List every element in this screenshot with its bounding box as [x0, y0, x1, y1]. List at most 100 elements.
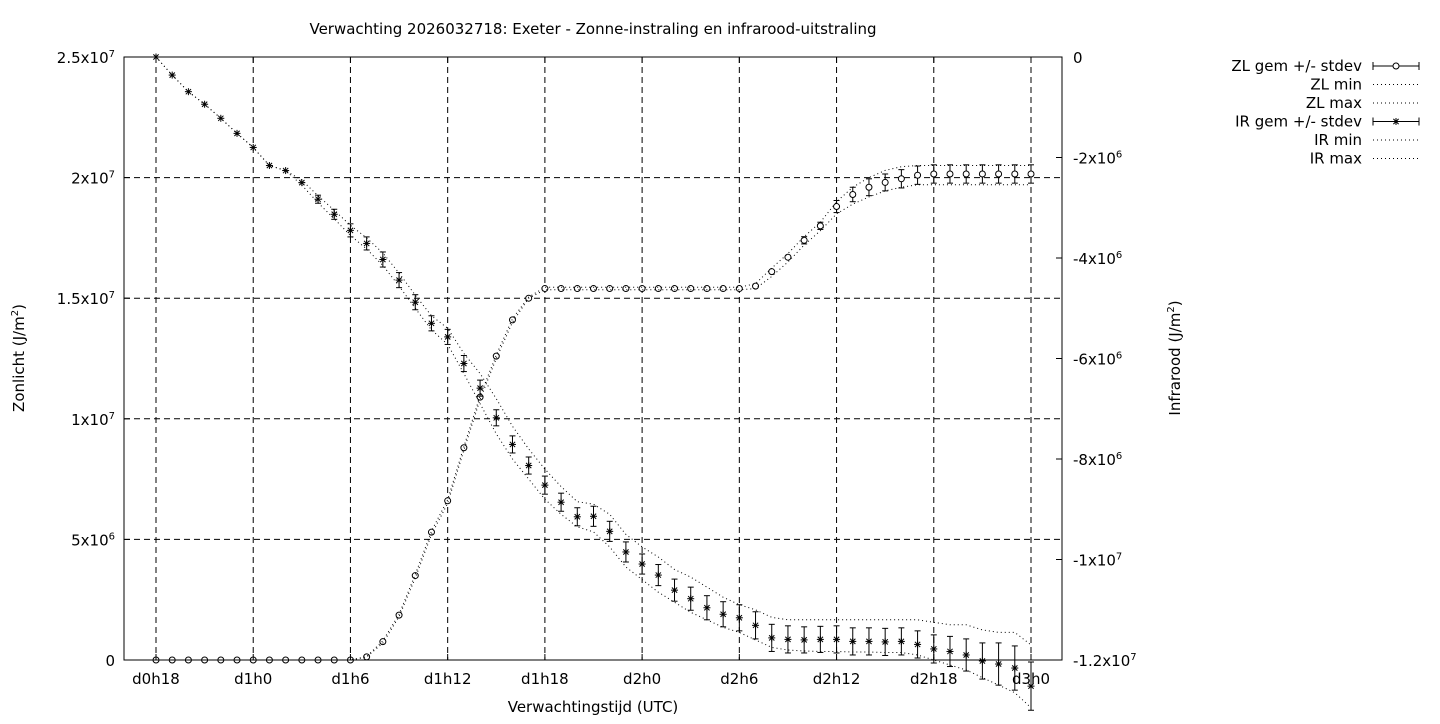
series-3-point — [930, 645, 938, 653]
series-0-point — [849, 190, 857, 198]
series-0-point — [687, 285, 695, 293]
series-0-point — [768, 268, 776, 276]
tick-layer: d0h18 d1h0 d1h6 d1h12 d1h18 d2h0 d2h6 d2h12 d2h1… — [57, 49, 1137, 688]
series-3-point — [557, 498, 565, 506]
series-3-point-d2 — [622, 548, 629, 555]
series-0-point — [460, 444, 468, 452]
series-3-point — [946, 647, 954, 655]
series-3-point — [525, 462, 533, 470]
legend-label: ZL gem +/- stdev — [1231, 57, 1362, 75]
chart-title: Verwachting 2026032718: Exeter - Zonne-i… — [309, 20, 876, 38]
y2-tick-label-base: 0 — [1073, 49, 1083, 67]
series-4-line — [155, 56, 1032, 709]
legend-marker — [1392, 62, 1400, 70]
y-tick-label-base: 2.5x10 — [57, 49, 109, 67]
series-3-point-d2 — [590, 513, 597, 520]
y2-axis-label-close: ) — [1166, 300, 1184, 306]
y-tick-label: 1x107 — [71, 411, 115, 429]
series-0-point — [557, 285, 565, 293]
y2-axis-label: Infrarood (J/m2) — [1166, 300, 1184, 415]
series-3-point-d2 — [574, 513, 581, 520]
series-3-point — [330, 210, 338, 218]
series-0-point — [703, 285, 711, 293]
y2-tick-label-base: -1.2x10 — [1073, 652, 1130, 670]
y2-tick-label-base: -6x10 — [1073, 351, 1116, 369]
x-tick-label: d3h0 — [1012, 670, 1050, 688]
series-3-point-d2 — [477, 385, 484, 392]
series-3-point — [897, 637, 905, 645]
y-axis-label-close: ) — [10, 304, 28, 310]
y2-tick-label-base: -2x10 — [1073, 150, 1116, 168]
series-3-point-d2 — [412, 299, 419, 306]
series-3-point-d2 — [298, 179, 305, 186]
x-tick-label: d1h0 — [234, 670, 272, 688]
y-tick-label-exp: 7 — [109, 290, 115, 301]
series-3-point-d2 — [347, 227, 354, 234]
y2-tick-label-exp: 6 — [1116, 150, 1122, 161]
series-3-point — [962, 651, 970, 659]
series-3-point-d2 — [963, 651, 970, 658]
y2-tick-label-exp: 7 — [1130, 652, 1136, 663]
series-3-point — [427, 319, 435, 327]
series-0-point — [719, 285, 727, 293]
series-3-point-d2 — [930, 645, 937, 652]
series-0-point — [978, 170, 986, 178]
series-3-point-d2 — [234, 130, 240, 137]
series-3-point — [460, 360, 468, 368]
legend-label: ZL max — [1306, 94, 1362, 112]
y2-axis-label-sup: 2 — [1166, 306, 1177, 312]
y2-tick-label-exp: 7 — [1116, 552, 1122, 563]
series-3-point-d2 — [817, 636, 824, 643]
y2-tick-label: -4x106 — [1073, 250, 1122, 268]
series-3-point-d2 — [217, 115, 224, 122]
series-3-point-d2 — [914, 641, 921, 648]
series-0-point — [1027, 170, 1035, 178]
y-tick-label-base: 0 — [105, 652, 115, 670]
y2-tick-label-exp: 6 — [1116, 451, 1122, 462]
series-3-point — [201, 100, 209, 108]
series-3-point-d2 — [849, 638, 856, 645]
series-0-point — [752, 282, 760, 290]
plot-frame — [123, 56, 1063, 661]
legend-marker-d2 — [1393, 118, 1399, 125]
series-3-point-d2 — [379, 256, 386, 263]
series-3-point-d2 — [639, 561, 646, 568]
series-3-point — [249, 143, 257, 151]
series-3-point — [800, 636, 808, 644]
series-3-point-d2 — [250, 144, 257, 151]
series-3-point-d2 — [995, 661, 1002, 667]
series-3-point-d2 — [979, 658, 986, 664]
series-3-point-d2 — [671, 587, 678, 594]
series-3-point-d2 — [525, 462, 532, 469]
y-tick-label-exp: 6 — [109, 531, 115, 542]
series-3-point — [768, 634, 776, 642]
series-3-point — [508, 440, 516, 448]
series-3-point-d2 — [752, 622, 759, 629]
x-tick-label: d0h18 — [132, 670, 180, 688]
series-3-point — [217, 114, 225, 122]
y-tick-label-exp: 7 — [109, 411, 115, 422]
y2-tick-label: -2x106 — [1073, 150, 1122, 168]
y-tick-label-exp: 7 — [109, 170, 115, 181]
series-3-point — [541, 481, 549, 489]
series-1-line — [156, 184, 1031, 661]
series-3-point-d2 — [282, 167, 289, 174]
y-tick-label-exp: 7 — [109, 49, 115, 60]
x-tick-label: d2h6 — [720, 670, 758, 688]
series-3-point — [184, 88, 192, 96]
series-0-point — [865, 183, 873, 191]
y2-tick-label: -1.2x107 — [1073, 652, 1137, 670]
series-3-point-d2 — [865, 638, 872, 645]
series-0-point — [962, 170, 970, 178]
y-tick-label: 1.5x107 — [57, 290, 115, 308]
series-3-point-d2 — [606, 528, 613, 535]
series-3-point-d2 — [882, 638, 889, 645]
series-0-point — [573, 285, 581, 293]
series-3-point-d2 — [687, 595, 694, 602]
series-3-point — [606, 527, 614, 535]
y-tick-label: 0 — [105, 652, 115, 670]
legend-label: IR gem +/- stdev — [1235, 113, 1362, 131]
series-0-point — [995, 170, 1003, 178]
y2-tick-label-exp: 6 — [1116, 351, 1122, 362]
series-3-point-d2 — [720, 611, 727, 618]
